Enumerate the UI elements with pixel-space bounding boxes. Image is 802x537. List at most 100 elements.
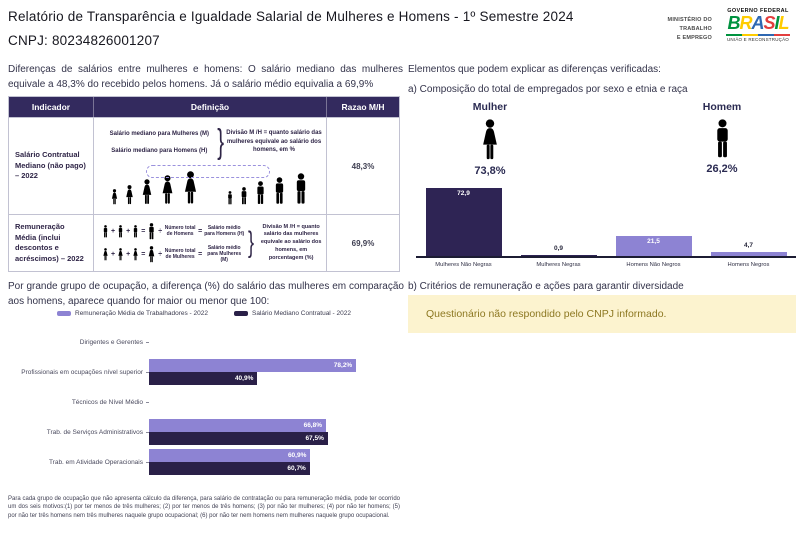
- composition-subheading: a) Composição do total de empregados por…: [408, 84, 688, 95]
- man-icon: [132, 225, 139, 238]
- legend-label: Remuneração Média de Trabalhadores - 202…: [75, 310, 208, 317]
- occupation-category-label: Técnicos de Nível Médio: [71, 398, 143, 406]
- definition-mediano: Salário mediano para Mulheres (M) Salári…: [93, 118, 327, 214]
- occupation-row: Técnicos de Nível Médio: [8, 388, 402, 416]
- definition-media: + + = ÷ Número total de Homens = Salário…: [93, 215, 327, 271]
- population-pictogram: [94, 164, 326, 208]
- occupation-category-label: Trab. em Atividade Operacionais: [48, 458, 143, 466]
- brasil-letter: R: [739, 13, 752, 33]
- woman-icon: [159, 175, 176, 205]
- brasil-letter: I: [774, 13, 780, 33]
- homem-percent: 26,2%: [706, 163, 738, 175]
- elements-heading: Elementos que podem explicar as diferenç…: [408, 64, 661, 75]
- occupation-bar: 60,7%: [149, 462, 310, 475]
- composition-category-label: Mulheres Negras: [536, 262, 581, 268]
- brace-glyph: }: [248, 226, 255, 260]
- homem-label: Homem: [702, 101, 742, 113]
- footnote: Para cada grupo de ocupação que não apre…: [8, 496, 400, 519]
- occupation-bar-group: 78,2% 40,9%: [149, 359, 402, 385]
- men-average-formula: + + = ÷ Número total de Homens = Salário…: [102, 223, 244, 240]
- man-icon: [147, 223, 156, 240]
- median-men-label: Salário mediano para Homens (H): [111, 147, 208, 154]
- composition-bar-value: 4,7: [743, 241, 754, 249]
- man-icon: [712, 119, 733, 159]
- composition-category-label: Homens Negros: [727, 262, 770, 268]
- woman-icon: [102, 248, 109, 261]
- occupation-chart-legend: Remuneração Média de Trabalhadores - 202…: [8, 310, 400, 317]
- legend-item: Remuneração Média de Trabalhadores - 202…: [57, 310, 208, 317]
- brasil-logo-word: BRASIL: [720, 14, 796, 33]
- axis-tick: [146, 401, 149, 403]
- occupation-bar: 40,9%: [149, 372, 258, 385]
- composition-bar: 21,5: [615, 236, 692, 256]
- occupation-section-heading: Por grande grupo de ocupação, a diferenç…: [8, 281, 404, 307]
- composition-bar-chart: 72,9 0,9 21,5 4,7: [416, 184, 796, 258]
- man-icon: [239, 187, 249, 205]
- header-razao: Razao M/H: [341, 102, 385, 112]
- composition-bar-column: 72,9: [425, 184, 502, 256]
- cnpj-line: CNPJ: 80234826001207: [8, 33, 160, 48]
- homem-pictogram: Homem 26,2%: [667, 101, 777, 175]
- legend-item: Salário Mediano Contratual - 2022: [233, 310, 351, 317]
- legend-swatch: [57, 311, 71, 316]
- women-average-label: Salário médio para Mulheres (M): [207, 244, 242, 264]
- median-connector-dashes: [146, 165, 270, 178]
- division-note: Divisão M /H = quanto salário das mulher…: [226, 130, 322, 154]
- brasil-letter: S: [763, 13, 775, 33]
- brace-glyph: }: [216, 122, 224, 161]
- occupation-row: Trab. de Serviços Administrativos 66,8% 67…: [8, 418, 402, 446]
- composition-category-label: Mulheres Não Negras: [435, 262, 492, 268]
- man-icon: [102, 225, 109, 238]
- composition-bar: 4,7: [710, 242, 787, 256]
- table-row-media: Remuneração Média (inclui descontos e ac…: [9, 214, 399, 271]
- ministry-line1: MINISTÉRIO DO: [667, 17, 712, 23]
- table-header-row: Indicador Definição Razao M/H: [9, 97, 399, 117]
- woman-icon: [110, 189, 119, 205]
- axis-tick: [146, 431, 149, 433]
- salary-difference-intro: Diferenças de salários entre mulheres e …: [8, 64, 403, 90]
- composition-bar-value: 0,9: [553, 245, 564, 252]
- woman-icon: [124, 185, 135, 205]
- women-count-label: Número total de Mulheres: [164, 247, 196, 260]
- woman-icon: [140, 179, 154, 205]
- man-icon: [272, 177, 287, 205]
- composition-bar-value: 72,9: [457, 190, 470, 198]
- brasil-letter: A: [751, 13, 764, 33]
- woman-icon: [117, 248, 124, 261]
- composition-bar-column: 0,9: [520, 184, 597, 256]
- division-note: Divisão M /H = quanto salário das mulher…: [260, 223, 322, 261]
- brasil-color-bar: [726, 33, 790, 36]
- composition-bar: 0,9: [520, 245, 597, 256]
- mulher-label: Mulher: [472, 101, 508, 113]
- median-women-label: Salário mediano para Mulheres (M): [109, 130, 209, 137]
- notice-text: Questionário não respondido pelo CNPJ in…: [426, 308, 667, 320]
- header-definicao: Definição: [93, 97, 327, 117]
- occupation-category-label: Trab. de Serviços Administrativos: [46, 428, 143, 436]
- composition-bar-column: 4,7: [710, 184, 787, 256]
- occupation-row: Trab. em Atividade Operacionais 60,9% 60,7…: [8, 448, 402, 476]
- gov-brasil-logo: GOVERNO FEDERAL BRASIL UNIÃO E RECONSTRU…: [720, 8, 796, 42]
- mulher-percent: 73,8%: [474, 165, 506, 177]
- occupation-bar-chart: Dirigentes e Gerentes Profissionais em oc…: [8, 328, 402, 478]
- composition-bar-value: 21,5: [647, 238, 660, 246]
- woman-icon: [132, 248, 139, 261]
- header-indicador: Indicador: [31, 102, 71, 112]
- composition-category-label: Homens Não Negros: [626, 262, 681, 268]
- mulher-pictogram: Mulher 73,8%: [435, 101, 545, 177]
- questionnaire-notice: Questionário não respondido pelo CNPJ in…: [408, 295, 796, 333]
- ministry-line2: TRABALHO: [679, 25, 712, 32]
- criteria-subheading: b) Critérios de remuneração e ações para…: [408, 281, 684, 292]
- men-count-label: Número total de Homens: [164, 224, 196, 238]
- men-average-label: Salário médio para Homens (H): [204, 224, 245, 238]
- occupation-bar-group: 66,8% 67,5%: [149, 419, 402, 445]
- occupation-bar: 78,2%: [149, 359, 357, 372]
- occupation-category-label: Profissionais em ocupações nível superio…: [21, 368, 143, 376]
- indicator-media: Remuneração Média (inclui descontos e ac…: [15, 222, 84, 263]
- occupation-category-label: Dirigentes e Gerentes: [79, 338, 143, 346]
- axis-tick: [146, 371, 149, 373]
- man-icon: [292, 173, 310, 205]
- indicator-table: Indicador Definição Razao M/H Salário Co…: [8, 96, 400, 272]
- occupation-bar: 60,9%: [149, 449, 311, 462]
- ratio-media: 69,9%: [351, 238, 375, 248]
